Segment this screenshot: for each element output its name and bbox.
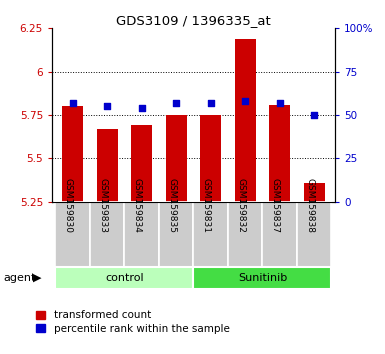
Text: agent: agent <box>4 273 36 283</box>
Bar <box>194 267 331 289</box>
Point <box>242 98 248 104</box>
Text: GSM159837: GSM159837 <box>271 178 280 233</box>
Text: ▶: ▶ <box>33 273 41 283</box>
Bar <box>235 39 256 202</box>
Text: GSM159830: GSM159830 <box>64 178 73 233</box>
Text: GSM159834: GSM159834 <box>133 178 142 233</box>
Bar <box>297 202 331 267</box>
Text: Sunitinib: Sunitinib <box>238 273 287 283</box>
Bar <box>166 115 187 202</box>
Bar <box>263 202 297 267</box>
Text: control: control <box>105 273 144 283</box>
Point <box>70 100 76 106</box>
Bar <box>304 183 325 202</box>
Text: GSM159835: GSM159835 <box>167 178 176 233</box>
Bar <box>124 202 159 267</box>
Legend: transformed count, percentile rank within the sample: transformed count, percentile rank withi… <box>36 310 229 334</box>
Text: GSM159838: GSM159838 <box>305 178 314 233</box>
Bar <box>62 106 83 202</box>
Bar <box>55 267 194 289</box>
Bar <box>194 202 228 267</box>
Point <box>173 100 179 106</box>
Bar <box>200 115 221 202</box>
Point <box>208 100 214 106</box>
Bar <box>159 202 193 267</box>
Bar <box>270 105 290 202</box>
Text: GSM159831: GSM159831 <box>202 178 211 233</box>
Point <box>311 112 317 118</box>
Text: GSM159833: GSM159833 <box>98 178 107 233</box>
Bar <box>131 125 152 202</box>
Bar <box>55 202 90 267</box>
Text: GSM159832: GSM159832 <box>236 178 245 233</box>
Bar <box>90 202 124 267</box>
Point <box>104 104 110 109</box>
Title: GDS3109 / 1396335_at: GDS3109 / 1396335_at <box>116 14 271 27</box>
Point <box>139 105 145 111</box>
Bar <box>228 202 263 267</box>
Bar <box>97 129 117 202</box>
Point <box>277 100 283 106</box>
